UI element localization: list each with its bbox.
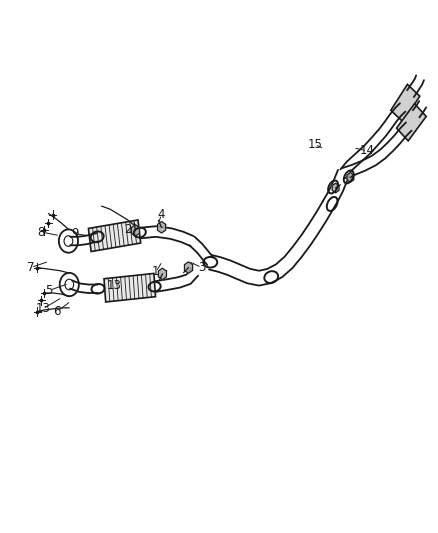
Text: 2: 2 — [124, 223, 131, 236]
Polygon shape — [347, 173, 354, 182]
Text: 13: 13 — [107, 279, 122, 292]
Text: 8: 8 — [38, 225, 45, 239]
Text: 9: 9 — [71, 227, 78, 240]
Polygon shape — [159, 268, 166, 280]
Polygon shape — [391, 84, 420, 122]
Polygon shape — [131, 225, 140, 236]
Text: 6: 6 — [53, 305, 61, 318]
Text: 1: 1 — [152, 265, 159, 278]
Polygon shape — [158, 222, 166, 233]
Text: 5: 5 — [46, 284, 53, 297]
Text: 15: 15 — [307, 138, 322, 151]
Text: 14: 14 — [360, 144, 374, 157]
Polygon shape — [184, 262, 193, 273]
Text: 13: 13 — [35, 302, 50, 316]
Text: 3: 3 — [198, 261, 205, 274]
Polygon shape — [332, 183, 339, 193]
Polygon shape — [396, 104, 426, 141]
Text: 7: 7 — [27, 261, 35, 274]
Polygon shape — [88, 220, 141, 252]
Text: 4: 4 — [158, 208, 165, 221]
Polygon shape — [104, 273, 155, 302]
